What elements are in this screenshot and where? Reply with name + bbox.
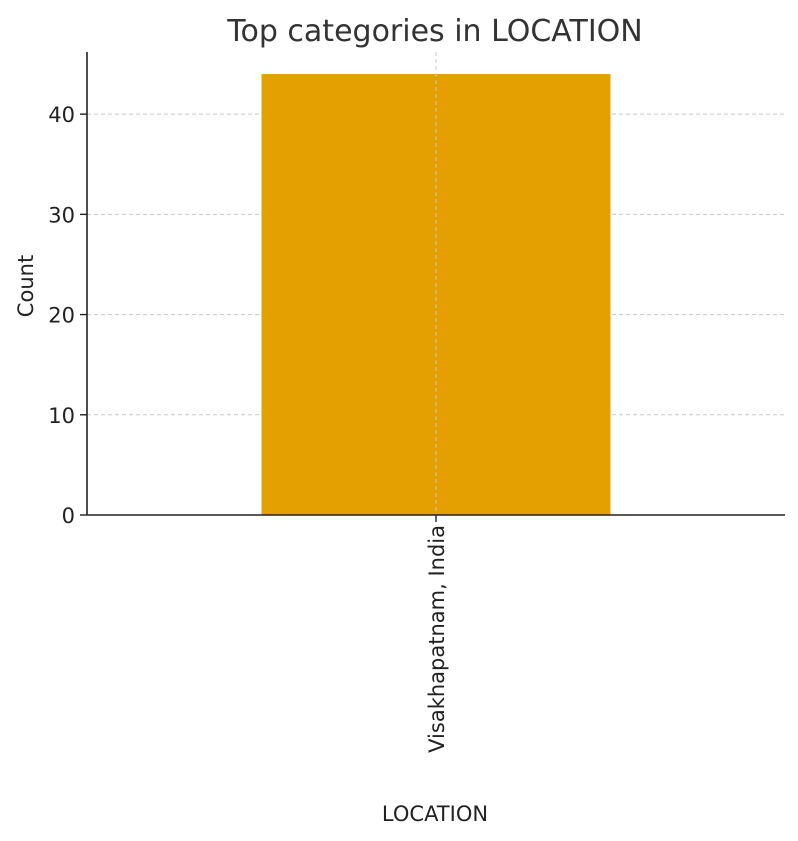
bar [261,74,611,516]
x-axis-ticks: Visakhapatnam, India [425,515,449,753]
grid-lines [87,113,785,416]
y-tick-label: 30 [48,203,75,227]
x-axis-title: LOCATION [382,802,488,826]
y-tick-label: 10 [48,404,75,428]
y-tick-label: 40 [48,103,75,127]
y-axis-ticks: 0 10 20 30 40 [48,103,87,528]
y-axis-title: Count [14,255,38,317]
y-tick-label: 20 [48,304,75,328]
x-tick-label: Visakhapatnam, India [425,525,449,753]
chart-title: Top categories in LOCATION [226,14,642,49]
bars [261,74,611,516]
y-tick-label: 0 [62,504,75,528]
